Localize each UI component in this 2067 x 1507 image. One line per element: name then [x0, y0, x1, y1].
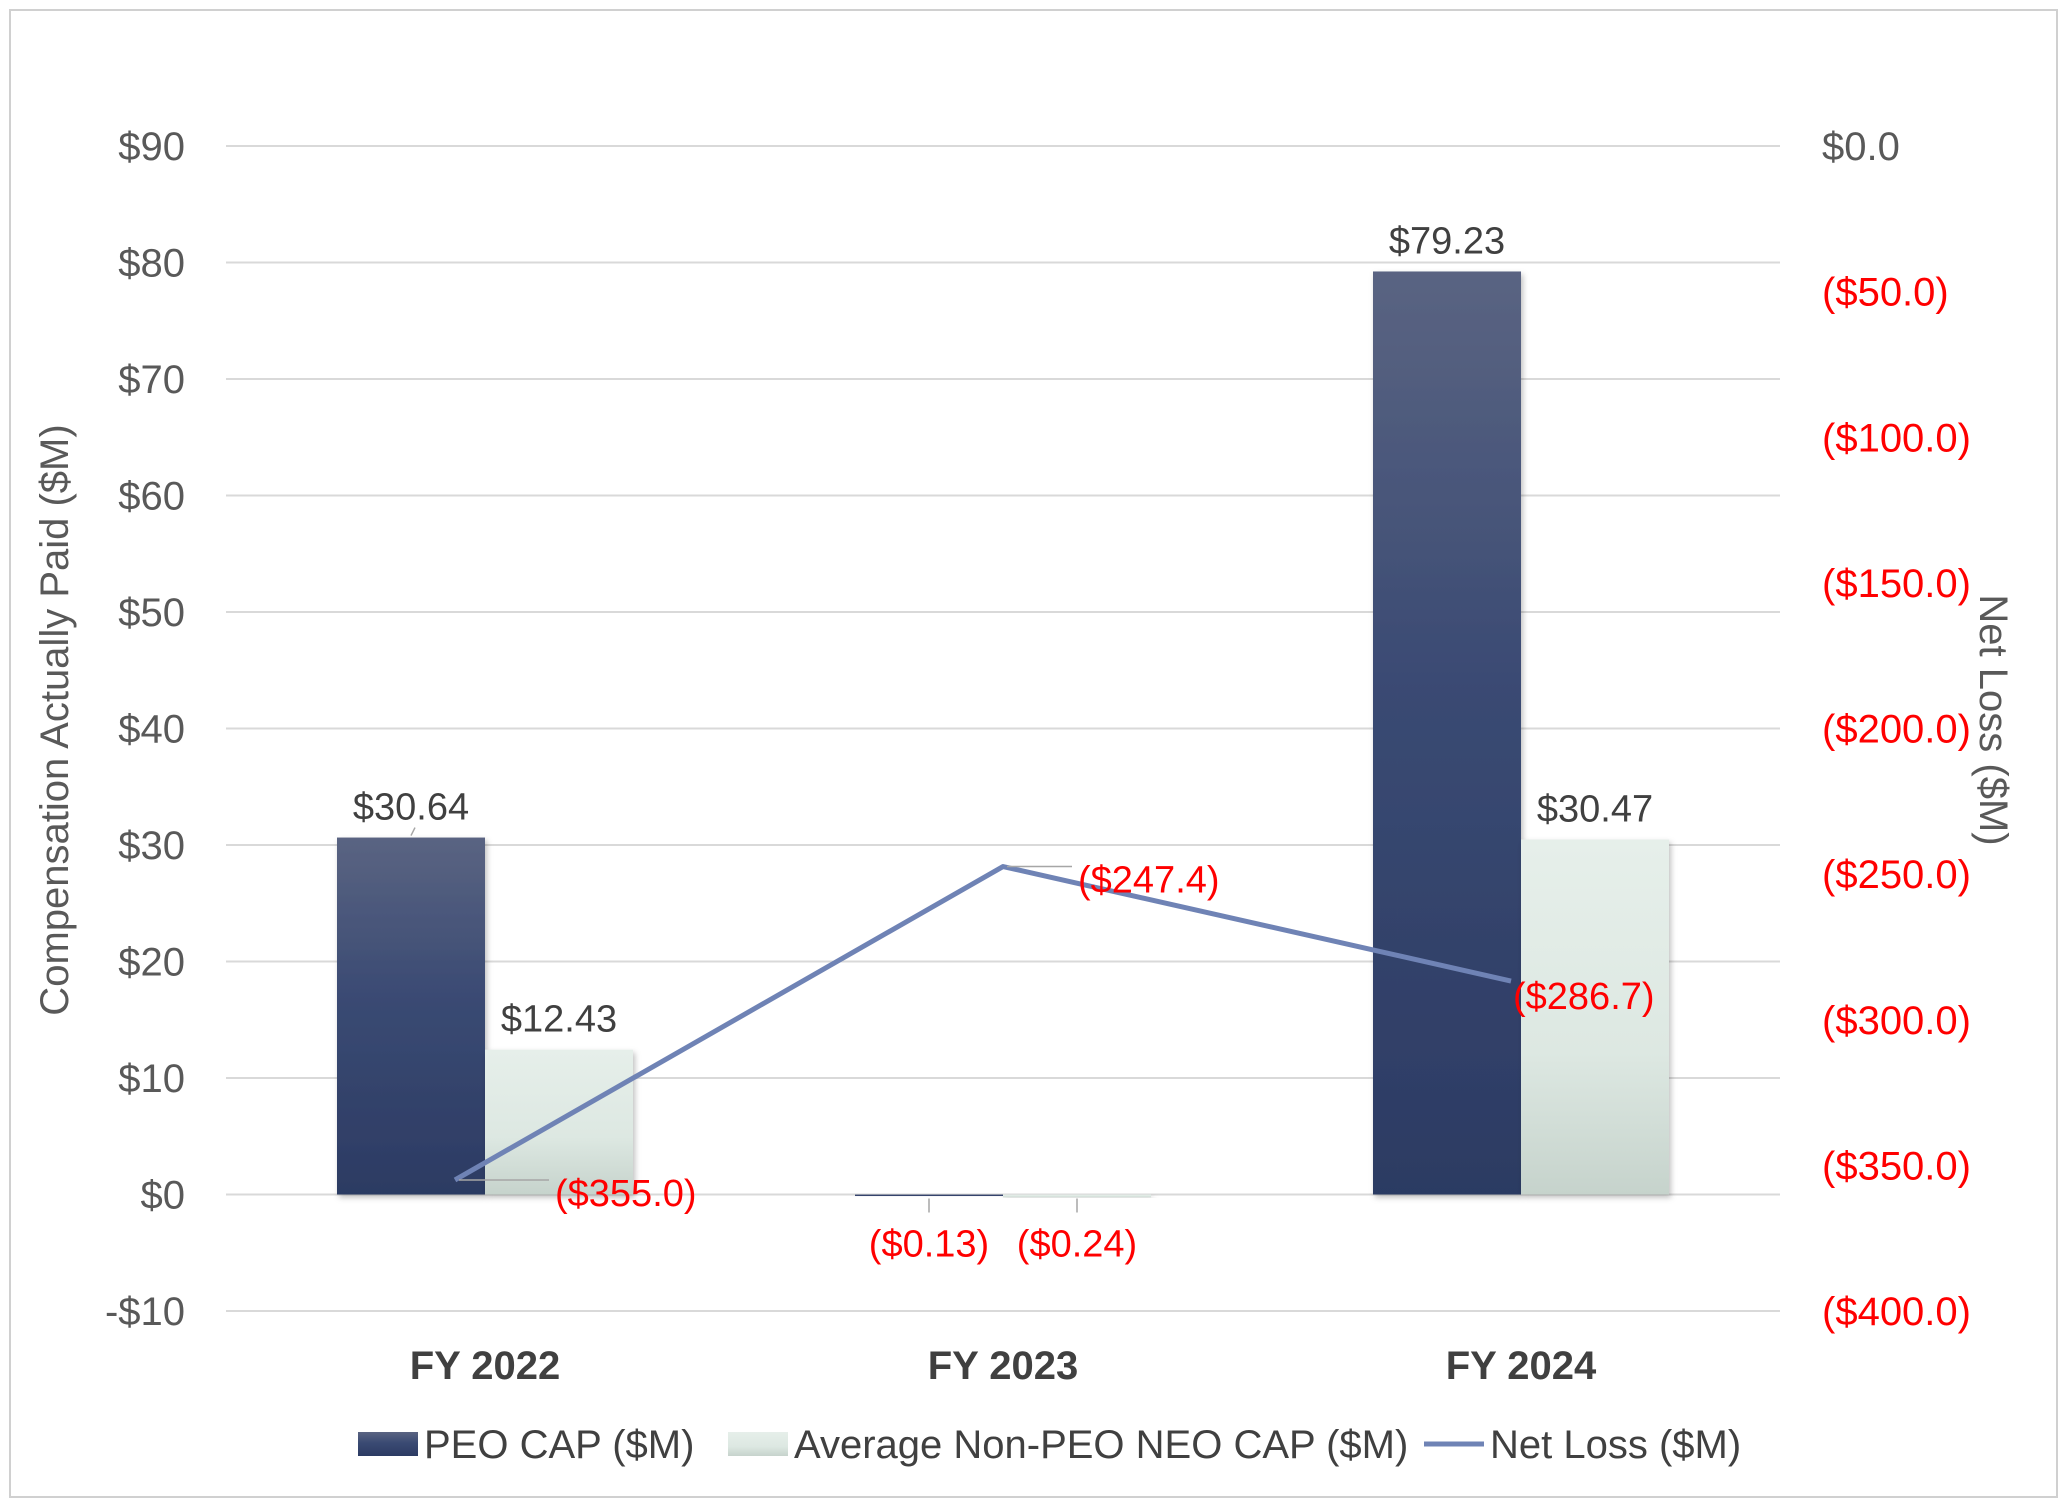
left-tick-label: $60 [118, 475, 185, 519]
left-tick-label: $10 [118, 1057, 185, 1101]
legend-net-loss-label: Net Loss ($M) [1490, 1423, 1741, 1467]
peo-cap-bar [855, 1194, 1003, 1197]
legend-neo-cap-swatch [728, 1432, 788, 1456]
label-leader [410, 827, 416, 836]
right-tick-label: ($200.0) [1822, 708, 1971, 752]
legend-peo-cap-label: PEO CAP ($M) [424, 1423, 694, 1467]
data-labels: $30.64 ($0.13) $79.23 $12.43 ($0.24) $30.47 ($… [353, 220, 1655, 1265]
neo-cap-bar [1003, 1194, 1151, 1198]
net-loss-value-label: ($355.0) [555, 1173, 697, 1215]
right-axis-ticks: $0.0 ($50.0) ($100.0) ($150.0) ($200.0) ($250… [1822, 125, 1971, 1334]
legend-neo-cap-label: Average Non-PEO NEO CAP ($M) [794, 1423, 1408, 1467]
left-tick-label: $0 [141, 1174, 186, 1218]
peo-cap-value-label: ($0.13) [869, 1224, 989, 1266]
peo-cap-value-label: $30.64 [353, 787, 469, 829]
right-tick-label: ($350.0) [1822, 1144, 1971, 1188]
left-tick-label: $20 [118, 941, 185, 985]
left-tick-label: $90 [118, 125, 185, 169]
left-tick-label: $30 [118, 824, 185, 868]
peo-cap-bar [1373, 271, 1521, 1195]
left-tick-label: $40 [118, 708, 185, 752]
category-label: FY 2024 [1446, 1344, 1597, 1388]
neo-cap-value-label: ($0.24) [1017, 1224, 1137, 1266]
right-tick-label: ($400.0) [1822, 1290, 1971, 1334]
left-tick-label: -$10 [105, 1290, 185, 1334]
left-axis-ticks: $90 $80 $70 $60 $50 $40 $30 $20 $10 $0 -$10 [105, 125, 185, 1334]
category-label: FY 2023 [928, 1344, 1079, 1388]
net-loss-line-layer [453, 864, 1512, 1183]
right-tick-label: ($250.0) [1822, 853, 1971, 897]
peo-cap-value-label: $79.23 [1389, 220, 1505, 262]
left-axis-title: Compensation Actually Paid ($M) [33, 424, 77, 1015]
net-loss-value-label: ($247.4) [1078, 860, 1220, 902]
legend: PEO CAP ($M) Average Non-PEO NEO CAP ($M)… [358, 1423, 1741, 1467]
peo-cap-bar [337, 837, 485, 1195]
legend-peo-cap-swatch [358, 1432, 418, 1456]
right-tick-label: ($50.0) [1822, 271, 1949, 315]
right-tick-label: ($100.0) [1822, 416, 1971, 460]
bars [337, 271, 1669, 1198]
neo-cap-value-label: $30.47 [1537, 789, 1653, 831]
neo-cap-bar [1521, 839, 1669, 1195]
right-tick-label: ($150.0) [1822, 562, 1971, 606]
right-tick-label: ($300.0) [1822, 999, 1971, 1043]
neo-cap-value-label: $12.43 [501, 999, 617, 1041]
net-loss-value-label: ($286.7) [1513, 976, 1655, 1018]
category-axis: FY 2022 FY 2023 FY 2024 [410, 1344, 1597, 1388]
right-axis-title: Net Loss ($M) [1971, 594, 2015, 845]
left-tick-label: $50 [118, 591, 185, 635]
chart-frame [9, 9, 2058, 1498]
left-tick-label: $80 [118, 242, 185, 286]
left-tick-label: $70 [118, 358, 185, 402]
category-label: FY 2022 [410, 1344, 561, 1388]
right-tick-label: $0.0 [1822, 125, 1900, 169]
